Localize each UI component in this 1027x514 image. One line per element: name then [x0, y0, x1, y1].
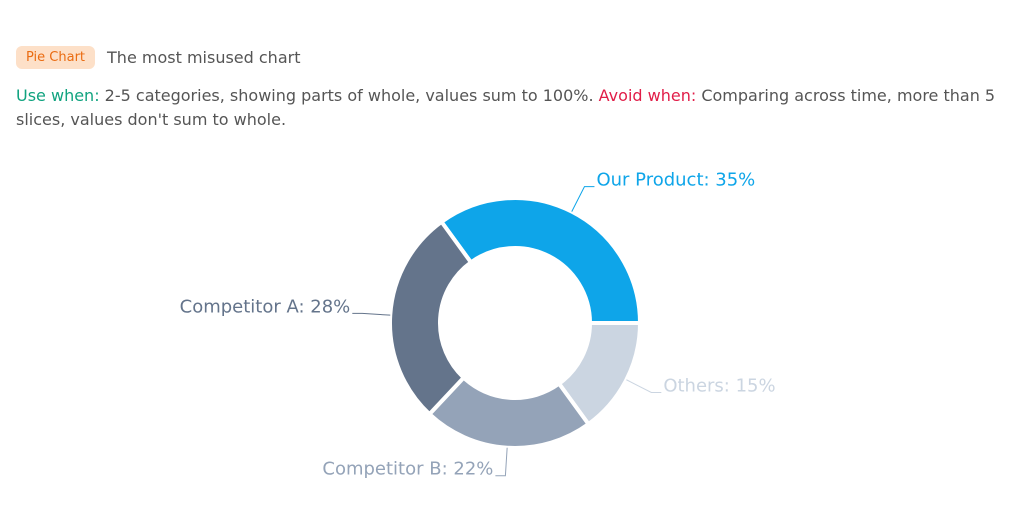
slice [388, 219, 474, 417]
slice-label: Our Product: 35% [596, 170, 755, 191]
use-text: 2-5 categories, showing parts of whole, … [104, 86, 594, 105]
leader-line [571, 186, 595, 212]
leader-line [495, 447, 508, 477]
use-label: Use when: [16, 86, 100, 105]
slice [438, 196, 643, 325]
avoid-text: Comparing across time, more than 5 slice… [16, 86, 996, 129]
slice-label: Competitor A: 28% [180, 296, 351, 317]
leader-line [352, 312, 391, 316]
slice-label: Competitor B: 22% [322, 459, 493, 480]
leader-line [626, 379, 662, 393]
badge: Pie Chart [16, 46, 96, 69]
avoid-label: Avoid when: [598, 86, 697, 105]
description: Use when: 2-5 categories, showing parts … [16, 84, 1006, 132]
header: Pie Chart The most misused chart [16, 46, 300, 69]
slice-label: Others: 15% [663, 375, 775, 396]
subtitle: The most misused chart [107, 48, 301, 67]
